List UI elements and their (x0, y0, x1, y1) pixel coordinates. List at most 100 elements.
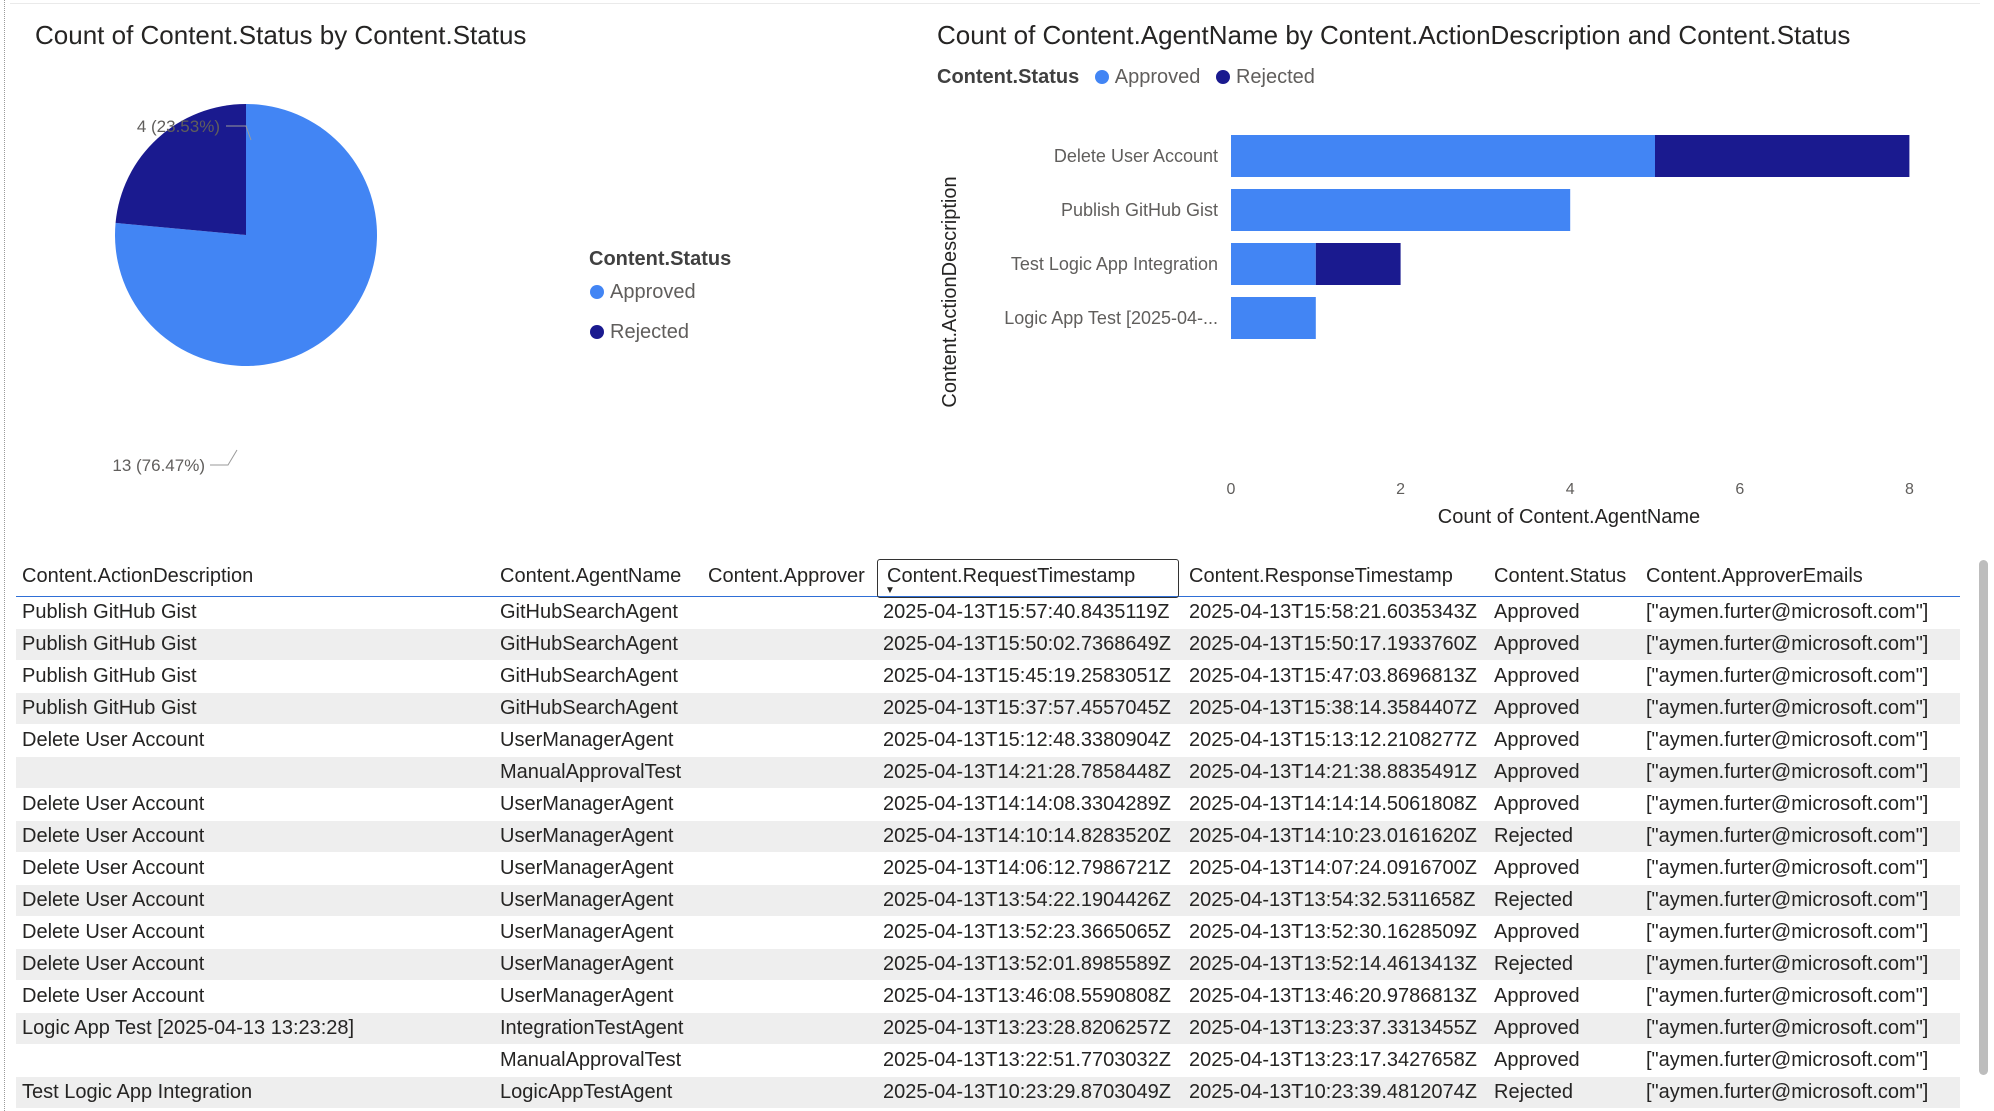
column-header-request-timestamp[interactable]: Content.RequestTimestamp ▼ (877, 556, 1183, 598)
cell-request-timestamp: 2025-04-13T13:54:22.1904426Z (877, 884, 1183, 917)
table-row[interactable]: Delete User Account UserManagerAgent 2025-… (16, 884, 1960, 917)
cell-approver (702, 980, 877, 1013)
bar-category-label: Test Logic App Integration (1011, 254, 1218, 274)
column-header-agent-name[interactable]: Content.AgentName (494, 556, 702, 597)
table-row[interactable]: Delete User Account UserManagerAgent 2025-… (16, 724, 1960, 757)
table-row[interactable]: Delete User Account UserManagerAgent 2025-… (16, 980, 1960, 1013)
table-row[interactable]: Logic App Test [2025-04-13 13:23:28] Inte… (16, 1012, 1960, 1045)
table-visual[interactable]: Content.ActionDescription Content.AgentN… (16, 556, 1960, 1109)
sort-descending-icon[interactable]: ▼ (885, 585, 895, 596)
cell-status: Approved (1488, 628, 1640, 661)
pie-legend-item-rejected[interactable]: Rejected (590, 321, 689, 344)
bar-approved[interactable] (1231, 243, 1316, 285)
cell-approver-emails: ["aymen.furter@microsoft.com"] (1640, 980, 1960, 1013)
cell-response-timestamp: 2025-04-13T13:23:17.3427658Z (1183, 1044, 1488, 1077)
bar-approved[interactable] (1231, 297, 1316, 339)
cell-response-timestamp: 2025-04-13T13:46:20.9786813Z (1183, 980, 1488, 1013)
bar-legend-item-approved[interactable]: Approved (1094, 66, 1201, 88)
table-scrollbar-thumb[interactable] (1979, 560, 1988, 1075)
cell-request-timestamp: 2025-04-13T13:52:23.3665065Z (877, 916, 1183, 949)
cell-agent-name: UserManagerAgent (494, 948, 702, 981)
cell-action-description (16, 1044, 494, 1077)
table-row[interactable]: ManualApprovalTest 2025-04-13T13:22:51.77… (16, 1044, 1960, 1077)
bar-chart[interactable]: Delete User Account Publish GitHub Gist Te… (900, 100, 1960, 540)
cell-response-timestamp: 2025-04-13T15:13:12.2108277Z (1183, 724, 1488, 757)
cell-action-description: Publish GitHub Gist (16, 692, 494, 725)
pie-chart[interactable]: 4 (23.53%) 13 (76.47%) (0, 60, 560, 500)
table-row[interactable]: Delete User Account UserManagerAgent 2025-… (16, 820, 1960, 853)
cell-response-timestamp: 2025-04-13T15:50:17.1933760Z (1183, 628, 1488, 661)
canvas-left-edge (4, 0, 5, 1111)
column-header-status[interactable]: Content.Status (1488, 556, 1640, 597)
cell-agent-name: UserManagerAgent (494, 852, 702, 885)
cell-approver (702, 692, 877, 725)
table-row[interactable]: ManualApprovalTest 2025-04-13T14:21:28.78… (16, 756, 1960, 789)
pie-slices (114, 104, 378, 367)
cell-agent-name: UserManagerAgent (494, 788, 702, 821)
cell-approver-emails: ["aymen.furter@microsoft.com"] (1640, 1012, 1960, 1045)
cell-request-timestamp: 2025-04-13T14:10:14.8283520Z (877, 820, 1183, 853)
bar-approved[interactable] (1231, 189, 1571, 231)
bar-legend: Content.Status Approved Rejected (937, 66, 1325, 89)
bar-chart-title: Count of Content.AgentName by Content.Ac… (937, 20, 1851, 50)
table-row[interactable]: Publish GitHub Gist GitHubSearchAgent 2025… (16, 660, 1960, 693)
bar-legend-title: Content.Status (937, 66, 1080, 88)
data-table: Content.ActionDescription Content.AgentN… (16, 556, 1960, 1109)
cell-agent-name: ManualApprovalTest (494, 756, 702, 789)
pie-slice-rejected[interactable] (115, 104, 246, 235)
cell-status: Approved (1488, 692, 1640, 725)
cell-status: Approved (1488, 916, 1640, 949)
table-body: Publish GitHub Gist GitHubSearchAgent 2025… (16, 596, 1960, 1109)
cell-request-timestamp: 2025-04-13T13:46:08.5590808Z (877, 980, 1183, 1013)
column-header-approver-emails[interactable]: Content.ApproverEmails (1640, 556, 1960, 597)
cell-response-timestamp: 2025-04-13T15:47:03.8696813Z (1183, 660, 1488, 693)
cell-approver-emails: ["aymen.furter@microsoft.com"] (1640, 692, 1960, 725)
table-row[interactable]: Publish GitHub Gist GitHubSearchAgent 2025… (16, 628, 1960, 661)
table-row[interactable]: Delete User Account UserManagerAgent 2025-… (16, 852, 1960, 885)
cell-approver-emails: ["aymen.furter@microsoft.com"] (1640, 628, 1960, 661)
cell-action-description: Delete User Account (16, 916, 494, 949)
bar-rejected[interactable] (1655, 135, 1910, 177)
column-header-approver[interactable]: Content.Approver (702, 556, 877, 597)
x-tick-label: 2 (1396, 481, 1405, 498)
cell-approver-emails: ["aymen.furter@microsoft.com"] (1640, 596, 1960, 629)
x-axis-title: Count of Content.AgentName (1438, 506, 1700, 528)
bar-rejected[interactable] (1315, 243, 1401, 285)
pie-label-rejected: 4 (23.53%) (137, 117, 220, 136)
cell-response-timestamp: 2025-04-13T13:52:30.1628509Z (1183, 916, 1488, 949)
table-row[interactable]: Publish GitHub Gist GitHubSearchAgent 2025… (16, 596, 1960, 629)
cell-action-description: Publish GitHub Gist (16, 660, 494, 693)
column-header-response-timestamp[interactable]: Content.ResponseTimestamp (1183, 556, 1488, 597)
legend-dot-icon (1094, 70, 1109, 84)
cell-action-description: Delete User Account (16, 980, 494, 1013)
table-row[interactable]: Delete User Account UserManagerAgent 2025-… (16, 788, 1960, 821)
pie-legend-label-rejected: Rejected (610, 321, 689, 343)
table-row[interactable]: Publish GitHub Gist GitHubSearchAgent 2025… (16, 692, 1960, 725)
bar-legend-label-approved: Approved (1114, 66, 1201, 88)
cell-action-description: Delete User Account (16, 948, 494, 981)
pie-legend-item-approved[interactable]: Approved (590, 281, 696, 304)
cell-response-timestamp: 2025-04-13T10:23:39.4812074Z (1183, 1076, 1488, 1109)
pie-slice-approved[interactable] (114, 104, 378, 367)
table-row[interactable]: Test Logic App Integration LogicAppTestAg… (16, 1076, 1960, 1109)
cell-action-description: Delete User Account (16, 852, 494, 885)
cell-response-timestamp: 2025-04-13T14:07:24.0916700Z (1183, 852, 1488, 885)
cell-agent-name: UserManagerAgent (494, 916, 702, 949)
bar-legend-item-rejected[interactable]: Rejected (1215, 66, 1315, 88)
cell-approver (702, 1076, 877, 1109)
column-header-action-description[interactable]: Content.ActionDescription (16, 556, 494, 597)
table-row[interactable]: Delete User Account UserManagerAgent 2025-… (16, 916, 1960, 949)
table-row[interactable]: Delete User Account UserManagerAgent 2025-… (16, 948, 1960, 981)
leader-line-rejected (226, 125, 252, 141)
cell-status: Approved (1488, 724, 1640, 757)
pie-legend-label-approved: Approved (610, 281, 696, 303)
cell-approver-emails: ["aymen.furter@microsoft.com"] (1640, 852, 1960, 885)
cell-agent-name: GitHubSearchAgent (494, 660, 702, 693)
x-tick-label: 0 (1227, 481, 1236, 498)
bar-approved[interactable] (1231, 135, 1655, 177)
cell-agent-name: LogicAppTestAgent (494, 1076, 702, 1109)
cell-status: Rejected (1488, 948, 1640, 981)
x-tick-label: 8 (1905, 481, 1914, 498)
cell-request-timestamp: 2025-04-13T13:22:51.7703032Z (877, 1044, 1183, 1077)
cell-status: Approved (1488, 1044, 1640, 1077)
